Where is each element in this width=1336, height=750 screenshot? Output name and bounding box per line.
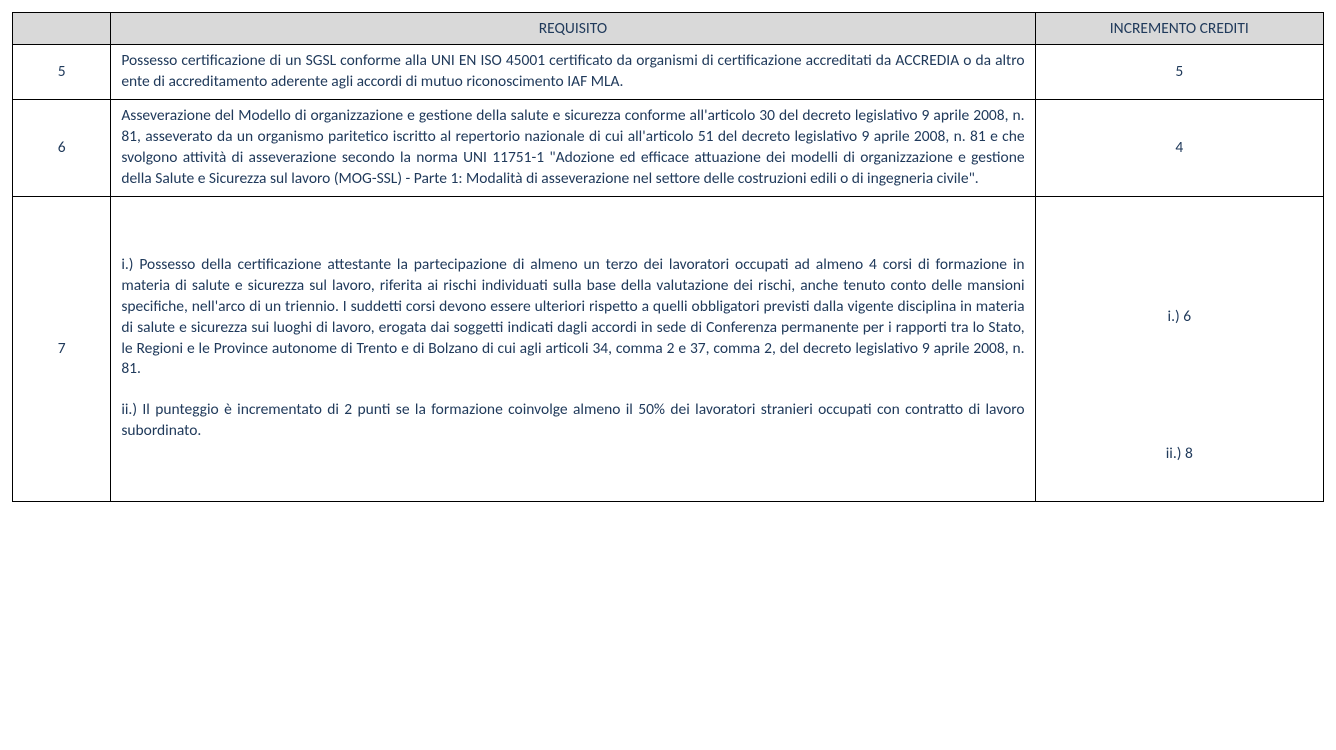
- row-crediti: i.) 6 ii.) 8: [1035, 196, 1323, 501]
- row-num: 5: [13, 45, 111, 100]
- table-row: 6 Asseverazione del Modello di organizza…: [13, 99, 1324, 196]
- row7-crediti-part1: i.) 6: [1046, 307, 1313, 326]
- row-num: 7: [13, 196, 111, 501]
- row-requisito: Asseverazione del Modello di organizzazi…: [111, 99, 1035, 196]
- row-requisito: i.) Possesso della certificazione attest…: [111, 196, 1035, 501]
- row-crediti: 5: [1035, 45, 1323, 100]
- row-requisito: Possesso certificazione di un SGSL confo…: [111, 45, 1035, 100]
- header-row: REQUISITO INCREMENTO CREDITI: [13, 13, 1324, 45]
- requisiti-table: REQUISITO INCREMENTO CREDITI 5 Possesso …: [12, 12, 1324, 502]
- row-num: 6: [13, 99, 111, 196]
- row7-crediti-part2: ii.) 8: [1046, 444, 1313, 463]
- table-row: 7 i.) Possesso della certificazione atte…: [13, 196, 1324, 501]
- header-blank: [13, 13, 111, 45]
- row7-requisito-part2: ii.) Il punteggio è incrementato di 2 pu…: [121, 400, 1024, 442]
- table-row: 5 Possesso certificazione di un SGSL con…: [13, 45, 1324, 100]
- row7-requisito-part1: i.) Possesso della certificazione attest…: [121, 255, 1024, 381]
- header-requisito: REQUISITO: [111, 13, 1035, 45]
- row-crediti: 4: [1035, 99, 1323, 196]
- header-crediti: INCREMENTO CREDITI: [1035, 13, 1323, 45]
